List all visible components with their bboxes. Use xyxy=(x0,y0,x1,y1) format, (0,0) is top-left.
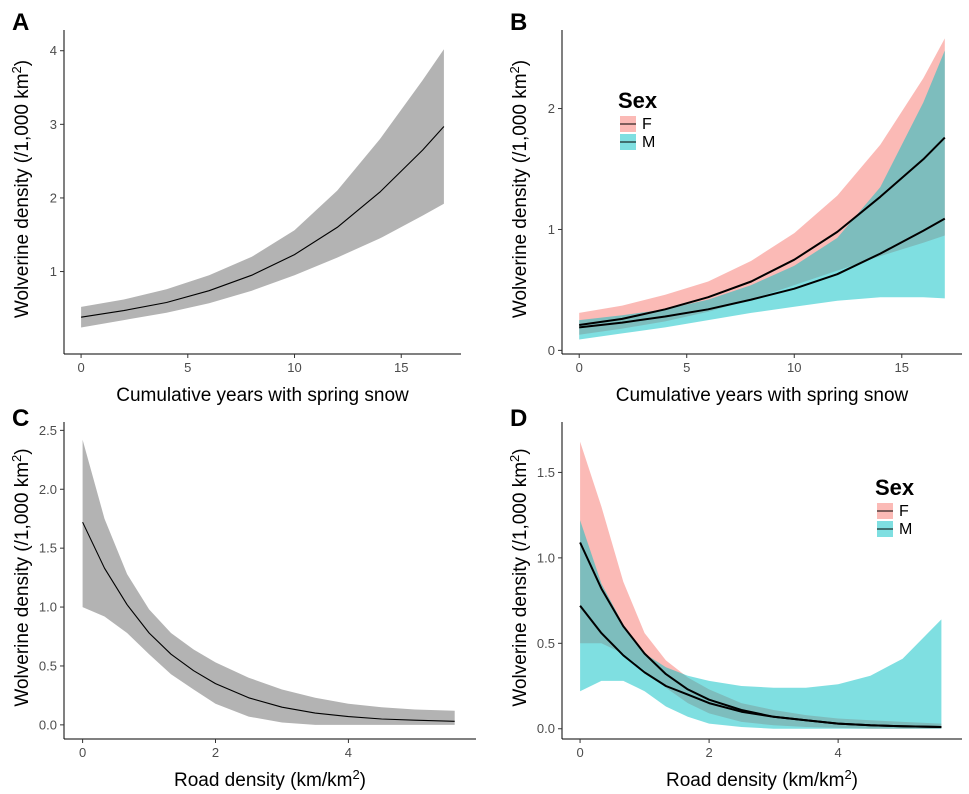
fit-line-m xyxy=(579,605,942,728)
y-tick-label: 2 xyxy=(548,101,555,116)
fit-line-f xyxy=(579,136,946,326)
panel-letter: B xyxy=(510,9,527,36)
x-axis-title: Road density (km/km2) xyxy=(666,767,858,792)
x-axis-title-text: Cumulative years with spring snow xyxy=(116,385,409,406)
x-axis-title-text: Road density (km/km xyxy=(666,770,844,791)
x-axis-title: Road density (km/km2) xyxy=(174,767,366,792)
panel-letter: A xyxy=(12,9,29,36)
y-tick-label: 1.5 xyxy=(537,465,555,480)
y-tick-label: 0.0 xyxy=(537,721,555,736)
y-tick-label: 0.5 xyxy=(537,636,555,651)
legend-title: Sex xyxy=(618,88,658,113)
y-axis-title-text: Wolverine density (/1,000 km xyxy=(510,73,531,318)
y-tick-label: 2.0 xyxy=(39,482,57,497)
x-tick-label: 5 xyxy=(683,360,690,375)
y-axis-title-sup: 2 xyxy=(9,455,24,462)
x-tick-label: 15 xyxy=(895,360,909,375)
fit-line-all xyxy=(82,521,455,722)
y-tick-label: 3 xyxy=(50,117,57,132)
y-axis-title-text: Wolverine density (/1,000 km xyxy=(12,462,33,707)
legend-label-f: F xyxy=(642,116,652,133)
y-axis-title: Wolverine density (/1,000 km2) xyxy=(507,448,532,706)
legend-label-m: M xyxy=(642,134,655,151)
y-tick-label: 0 xyxy=(548,343,555,358)
y-tick-label: 0.0 xyxy=(39,717,57,732)
x-axis-title-text: Road density (km/km xyxy=(174,770,352,791)
y-axis-title-end: ) xyxy=(510,448,531,454)
x-tick-label: 10 xyxy=(787,360,801,375)
x-tick-label: 0 xyxy=(576,745,583,760)
y-tick-label: 1 xyxy=(50,264,57,279)
y-tick-label: 2 xyxy=(50,190,57,205)
y-axis-title-sup: 2 xyxy=(9,66,24,73)
x-tick-label: 5 xyxy=(184,360,191,375)
x-axis-title-sup: 2 xyxy=(844,767,851,782)
y-tick-label: 0.5 xyxy=(39,658,57,673)
legend-title: Sex xyxy=(875,475,915,500)
panel-letter: D xyxy=(510,405,527,432)
x-tick-label: 0 xyxy=(576,360,583,375)
y-tick-label: 1 xyxy=(548,222,555,237)
panel-a: 1 2 3 4 0 5 10 15 Cumulative years with spring s… xyxy=(9,9,461,406)
x-tick-label: 10 xyxy=(287,360,301,375)
y-tick-label: 2.5 xyxy=(39,423,57,438)
x-axis-title-end: ) xyxy=(360,770,366,791)
x-axis-title: Cumulative years with spring snow xyxy=(116,385,409,406)
legend-label-f: F xyxy=(899,503,909,520)
y-tick-label: 1.5 xyxy=(39,541,57,556)
x-tick-label: 2 xyxy=(212,745,219,760)
panel-letter: C xyxy=(12,405,29,432)
x-tick-label: 0 xyxy=(79,745,86,760)
x-axis-title-text: Cumulative years with spring snow xyxy=(616,385,909,406)
x-axis-title-sup: 2 xyxy=(352,767,359,782)
y-tick-label: 4 xyxy=(50,43,57,58)
y-axis-title: Wolverine density (/1,000 km2) xyxy=(9,60,34,318)
y-tick-label: 1.0 xyxy=(39,600,57,615)
ci-ribbon-all xyxy=(82,439,455,725)
legend-label-m: M xyxy=(899,521,912,538)
x-tick-label: 0 xyxy=(77,360,84,375)
x-axis-title-end: ) xyxy=(852,770,858,791)
x-axis-title: Cumulative years with spring snow xyxy=(616,385,909,406)
fit-line-all xyxy=(81,126,445,318)
y-axis-title-text: Wolverine density (/1,000 km xyxy=(510,462,531,707)
y-axis-title-end: ) xyxy=(12,60,33,66)
y-axis-title-sup: 2 xyxy=(507,66,522,73)
x-tick-label: 2 xyxy=(705,745,712,760)
y-axis-title-sup: 2 xyxy=(507,455,522,462)
fit-line-m xyxy=(579,217,946,329)
x-tick-label: 15 xyxy=(394,360,408,375)
y-axis-title: Wolverine density (/1,000 km2) xyxy=(507,60,532,318)
x-tick-label: 4 xyxy=(835,745,842,760)
y-axis-title-text: Wolverine density (/1,000 km xyxy=(12,73,33,318)
ci-ribbon-all xyxy=(81,49,444,328)
panel-b: 0 1 2 0 5 10 15 Cumulative years with spring sn… xyxy=(507,9,962,406)
y-tick-label: 1.0 xyxy=(537,550,555,565)
y-axis-title-end: ) xyxy=(12,448,33,454)
y-axis-title: Wolverine density (/1,000 km2) xyxy=(9,448,34,706)
y-axis-title-end: ) xyxy=(510,60,531,66)
x-tick-label: 4 xyxy=(345,745,352,760)
